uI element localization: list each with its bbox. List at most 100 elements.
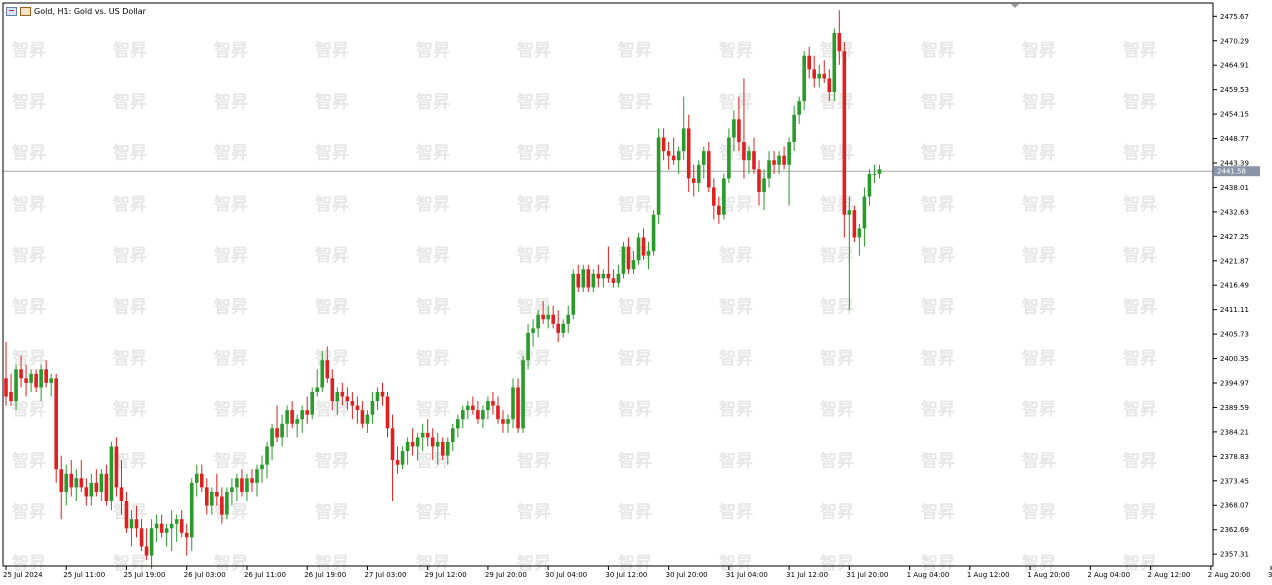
candle-body (425, 432, 430, 438)
candle-body (696, 164, 701, 183)
candle-body (832, 32, 837, 93)
y-tick-label: 2368.07 (1220, 502, 1249, 510)
candle-body (94, 482, 99, 492)
candle-body (199, 473, 204, 488)
candle-body (767, 160, 771, 179)
x-tick-label: 29 Jul 12:00 (425, 571, 467, 579)
watermark-text: 智昇 (12, 348, 46, 369)
watermark-text: 智昇 (719, 40, 753, 61)
watermark-text: 智昇 (214, 143, 248, 164)
x-tick-label: 2 Aug 12:00 (1148, 571, 1191, 579)
watermark-text: 智昇 (12, 245, 46, 266)
candle-body (531, 328, 535, 333)
y-tick-label: 2475.67 (1220, 13, 1249, 21)
watermark-text: 智昇 (517, 194, 551, 215)
candle-body (712, 187, 716, 206)
watermark-text: 智昇 (315, 502, 349, 523)
candle-body (215, 491, 219, 497)
watermark-text: 智昇 (921, 194, 955, 215)
watermark-text: 智昇 (12, 502, 46, 523)
candle-body (9, 391, 13, 402)
candle-body (656, 137, 661, 215)
watermark-text: 智昇 (1123, 143, 1157, 164)
watermark-text: 智昇 (416, 553, 450, 574)
watermark-text: 智昇 (618, 553, 652, 574)
chart-window-icon[interactable] (6, 6, 17, 16)
candle-body (737, 119, 741, 143)
watermark-text: 智昇 (517, 399, 551, 420)
candle-body (405, 441, 410, 452)
candle-body (34, 373, 38, 388)
candle-body (124, 501, 129, 529)
watermark-text: 智昇 (820, 297, 854, 318)
candle-body (270, 428, 274, 447)
candle-body (541, 314, 545, 320)
candle-body (466, 405, 470, 411)
watermark-text: 智昇 (113, 297, 147, 318)
watermark-text: 智昇 (113, 245, 147, 266)
price-tag-label: 2441.58 (1217, 168, 1246, 176)
x-tick-label: 26 Jul 19:00 (304, 571, 346, 579)
candle-body (84, 487, 89, 497)
watermark-text: 智昇 (1123, 450, 1157, 471)
candle-body (360, 410, 365, 424)
candle-body (636, 237, 641, 261)
watermark-text: 智昇 (719, 399, 753, 420)
watermark-text: 智昇 (618, 143, 652, 164)
candle-body (641, 237, 646, 256)
candle-body (184, 532, 189, 538)
candle-body (260, 464, 264, 470)
candle-body (707, 151, 711, 188)
candle-body (491, 401, 495, 406)
watermark-text: 智昇 (214, 40, 248, 61)
scroll-marker-icon (1011, 4, 1019, 8)
candle-body (556, 323, 560, 333)
watermark-text: 智昇 (618, 399, 652, 420)
candle-body (340, 391, 345, 397)
watermark-text: 智昇 (214, 348, 248, 369)
watermark-text: 智昇 (921, 245, 955, 266)
watermark-text: 智昇 (517, 502, 551, 523)
watermark-text: 智昇 (820, 502, 854, 523)
watermark-text: 智昇 (921, 502, 955, 523)
candle-body (576, 273, 581, 288)
watermark-text: 智昇 (315, 553, 349, 574)
watermark-text: 智昇 (12, 450, 46, 471)
watermark-text: 智昇 (921, 143, 955, 164)
watermark-text: 智昇 (820, 245, 854, 266)
y-tick-label: 2373.45 (1220, 477, 1249, 485)
candle-body (410, 441, 415, 447)
price-tag-bg (1214, 166, 1260, 177)
watermark-text: 智昇 (1123, 399, 1157, 420)
candle-body (646, 251, 651, 256)
watermark-text: 智昇 (416, 245, 450, 266)
candle-body (551, 314, 555, 324)
candle-body (807, 55, 811, 70)
candle-body (164, 528, 169, 533)
watermark-text: 智昇 (113, 553, 147, 574)
candle-body (305, 410, 309, 415)
candle-body (837, 32, 842, 52)
watermark-text: 智昇 (1123, 348, 1157, 369)
candle-body (265, 446, 269, 465)
x-tick-label: 25 Jul 11:00 (63, 571, 105, 579)
y-tick-label: 2416.49 (1220, 282, 1249, 290)
watermark-text: 智昇 (113, 40, 147, 61)
candle-body (159, 523, 164, 533)
candle-body (230, 487, 234, 492)
candle-body (566, 314, 571, 324)
candle-body (626, 246, 631, 270)
watermark-text: 智昇 (1022, 450, 1056, 471)
candle-body (74, 478, 79, 488)
x-tick-label: 30 Jul 12:00 (605, 571, 647, 579)
chart-title-bar: Gold, H1: Gold vs. US Dollar (6, 4, 146, 18)
candle-body (852, 210, 857, 238)
candle-body (210, 491, 214, 506)
watermark-text: 智昇 (315, 40, 349, 61)
candle-body (506, 419, 510, 424)
candle-body (14, 369, 18, 402)
watermark-text: 智昇 (113, 143, 147, 164)
candle-body (114, 446, 119, 488)
